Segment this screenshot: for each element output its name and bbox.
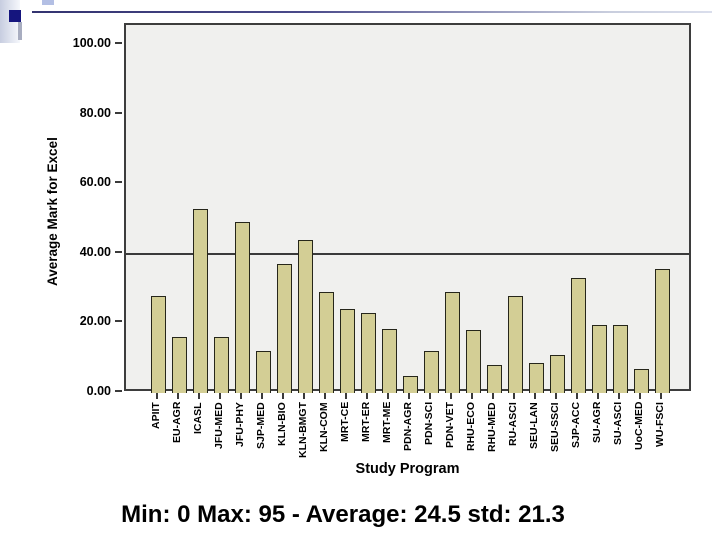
bar-APIIT: [151, 295, 166, 393]
x-tick: [197, 393, 200, 399]
x-tick-label-PDN-VET: PDN-VET: [443, 401, 456, 448]
x-tick-label-KLN-COM: KLN-COM: [317, 402, 330, 452]
bar-RU-ASCI: [508, 295, 523, 393]
x-tick: [428, 393, 431, 399]
x-tick: [554, 393, 557, 399]
x-tick-label-MRT-ER: MRT-ER: [359, 401, 372, 442]
x-tick-label-SJP-MED: SJP-MED: [254, 402, 267, 449]
bar-MRT-CE: [340, 309, 355, 393]
bar-RHU-ECO: [466, 330, 481, 393]
x-tick: [596, 393, 599, 399]
y-axis-title: Average Mark for Excel: [45, 136, 60, 286]
x-tick-label-PDN-SCI: PDN-SCI: [422, 401, 435, 445]
bar-KLN-BMGT: [298, 239, 313, 393]
reference-line-40: [126, 252, 689, 255]
bar-KLN-COM: [319, 292, 334, 393]
x-tick-label-SEU-SSCI: SEU-SSCI: [548, 402, 561, 452]
bar-SJP-ACC: [571, 278, 586, 393]
x-tick: [638, 393, 641, 399]
x-tick: [449, 393, 452, 399]
x-tick: [155, 393, 158, 399]
x-tick: [512, 393, 515, 399]
bar-SU-AGR: [592, 325, 607, 393]
slide-decor-gray-bar: [18, 22, 22, 40]
y-tick-label: 100.00: [72, 36, 111, 50]
x-tick-label-MRT-CE: MRT-CE: [338, 401, 351, 442]
x-tick-label-SU-ASCI: SU-ASCI: [611, 401, 624, 445]
x-tick: [407, 393, 410, 399]
slide-decor-horizontal-rule: [32, 11, 712, 13]
x-tick-label-JFU-MED: JFU-MED: [212, 402, 225, 449]
x-tick: [260, 393, 263, 399]
bar-JFU-MED: [214, 337, 229, 393]
x-tick: [302, 393, 305, 399]
x-tick: [617, 393, 620, 399]
x-tick: [659, 393, 662, 399]
bar-SJP-MED: [256, 351, 271, 393]
x-tick: [386, 393, 389, 399]
x-tick-label-KLN-BIO: KLN-BIO: [275, 402, 288, 446]
x-tick-label-RU-ASCI: RU-ASCI: [506, 402, 519, 446]
y-tick: [115, 320, 122, 323]
y-tick-label: 60.00: [79, 175, 111, 190]
x-tick: [365, 393, 368, 399]
x-tick-label-SEU-LAN: SEU-LAN: [527, 402, 540, 449]
slide-decor-navy-square: [9, 10, 21, 22]
bar-MRT-ME: [382, 328, 397, 393]
bar-KLN-BIO: [277, 264, 292, 393]
bar-WU-FSCI: [655, 269, 670, 393]
bar-MRT-ER: [361, 312, 376, 393]
x-tick: [470, 393, 473, 399]
y-tick: [115, 111, 122, 114]
bar-PDN-AGR: [403, 375, 418, 393]
bar-PDN-VET: [445, 292, 460, 393]
x-tick-label-RHU-ECO: RHU-ECO: [464, 402, 477, 451]
stats-caption: Min: 0 Max: 95 - Average: 24.5 std: 21.3: [121, 501, 565, 528]
x-tick-label-APIIT: APIIT: [149, 402, 162, 429]
x-tick: [323, 393, 326, 399]
y-tick: [115, 390, 122, 392]
y-tick-label: 40.00: [79, 244, 111, 259]
x-tick: [281, 393, 284, 399]
y-tick-label: 80.00: [79, 105, 111, 120]
x-tick-label-SU-AGR: SU-AGR: [590, 401, 603, 443]
bar-SU-ASCI: [613, 325, 628, 393]
x-tick: [344, 393, 347, 399]
x-tick: [218, 393, 221, 399]
x-tick: [575, 393, 578, 399]
x-tick: [491, 393, 494, 399]
x-tick-label-MRT-ME: MRT-ME: [380, 401, 393, 443]
x-tick-label-UoC-MED: UoC-MED: [632, 401, 645, 450]
x-axis-title: Study Program: [355, 461, 460, 477]
x-tick-label-KLN-BMGT: KLN-BMGT: [296, 402, 309, 458]
bar-JFU-PHY: [235, 222, 250, 393]
slide-decor-top-square: [42, 0, 54, 5]
x-tick-label-JFU-PHY: JFU-PHY: [233, 402, 246, 447]
x-tick-label-WU-FSCI: WU-FSCI: [653, 402, 666, 447]
x-tick: [239, 393, 242, 399]
y-tick: [115, 42, 122, 44]
x-tick-label-SJP-ACC: SJP-ACC: [569, 401, 582, 448]
y-tick: [115, 250, 122, 253]
x-tick-label-PDN-AGR: PDN-AGR: [401, 402, 414, 451]
bar-UoC-MED: [634, 368, 649, 393]
x-tick: [176, 393, 179, 399]
bar-SEU-LAN: [529, 363, 544, 393]
bar-chart-plot-area: [124, 23, 691, 393]
bar-PDN-SCI: [424, 351, 439, 393]
bar-ICASL: [193, 208, 208, 393]
y-tick: [115, 181, 122, 184]
bar-SEU-SSCI: [550, 354, 565, 393]
y-tick-label: 0.00: [86, 384, 111, 398]
x-tick-label-RHU-MED: RHU-MED: [485, 402, 498, 452]
x-tick-label-EU-AGR: EU-AGR: [170, 401, 183, 443]
y-tick-label: 20.00: [79, 314, 111, 329]
bar-RHU-MED: [487, 365, 502, 393]
x-tick: [533, 393, 536, 399]
bar-EU-AGR: [172, 337, 187, 393]
x-tick-label-ICASL: ICASL: [191, 402, 204, 435]
